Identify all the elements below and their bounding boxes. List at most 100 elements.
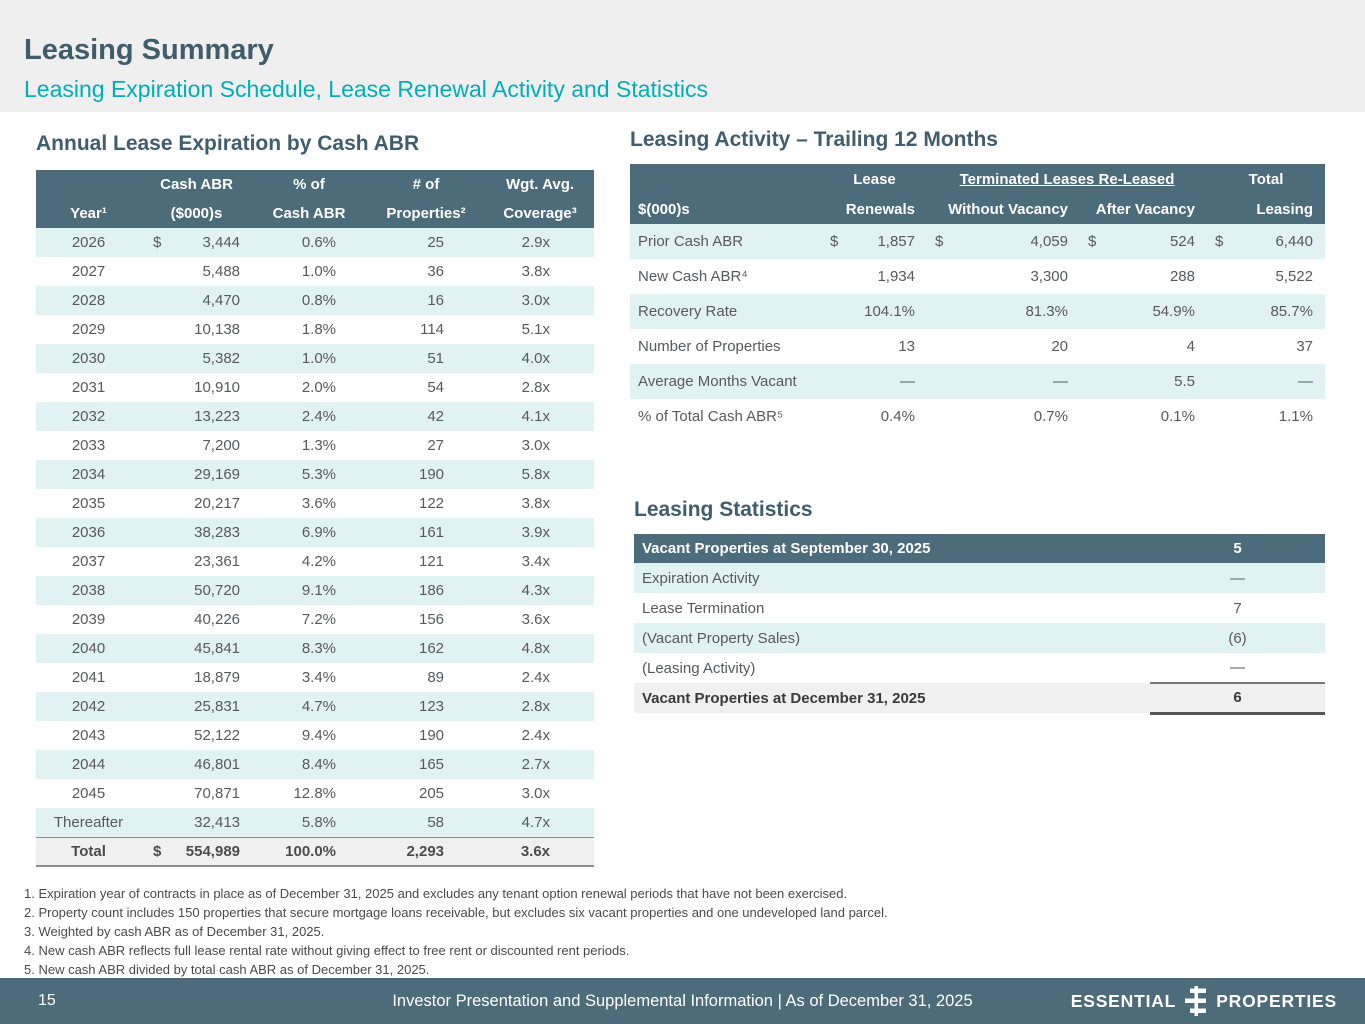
cash-abr-cell: 10,138: [194, 321, 241, 338]
pct-cash-abr-cell: 0.8%: [301, 292, 337, 309]
after-vacancy-cell: 0.1%: [1080, 399, 1207, 434]
year-cell: 2045: [71, 785, 106, 802]
activity-table-row: Average Months Vacant — — 5.5 —: [630, 364, 1325, 399]
header-cell: $(000)s: [630, 194, 822, 224]
value: 81.3%: [1025, 303, 1068, 320]
coverage-cell: 3.8x: [521, 263, 551, 280]
header-cell: % of: [252, 170, 367, 199]
header-cell: Without Vacancy: [927, 194, 1080, 224]
footer-caption: Investor Presentation and Supplemental I…: [392, 991, 973, 1010]
activity-row-label: Number of Properties: [638, 338, 781, 355]
coverage-cell: 4.7x: [521, 813, 551, 831]
pct-cash-abr-cell: 4.2%: [301, 553, 337, 570]
header-cell: Properties²: [366, 199, 487, 228]
value: 3,300: [1030, 268, 1068, 285]
expiration-table-row: 2036 38,283 6.9% 161 3.9x: [36, 518, 595, 547]
properties-count-cell: 54: [427, 379, 445, 396]
pct-cash-abr-cell: 6.9%: [301, 524, 337, 541]
activity-table-row: Recovery Rate 104.1% 81.3% 54.9% 85.7%: [630, 294, 1325, 329]
pct-cash-abr-cell: 9.1%: [301, 582, 337, 599]
coverage-cell: 2.9x: [521, 234, 551, 251]
pct-cash-abr-cell: 0.6%: [301, 234, 337, 251]
properties-count-cell: 36: [427, 263, 445, 280]
properties-count-cell: 89: [427, 669, 445, 686]
after-vacancy-cell: 54.9%: [1080, 294, 1207, 329]
total-leasing-cell: 1.1%: [1207, 399, 1325, 434]
dollar-sign-cell: [141, 402, 175, 431]
cash-abr-cell: 7,200: [202, 437, 241, 454]
value: 85.7%: [1270, 303, 1313, 320]
statistics-row-label: Expiration Activity: [642, 569, 760, 587]
expiration-section-title: Annual Lease Expiration by Cash ABR: [36, 132, 420, 155]
properties-count-cell: 162: [418, 640, 445, 657]
dollar-sign: $: [1088, 233, 1097, 250]
value: 54.9%: [1152, 303, 1195, 320]
dollar-sign: $: [935, 233, 944, 250]
footnotes: 1. Expiration year of contracts in place…: [24, 884, 888, 979]
essential-properties-logo-icon: [1185, 986, 1207, 1016]
properties-count-cell: 51: [427, 350, 445, 367]
year-cell: 2044: [71, 756, 106, 773]
activity-table-row: Prior Cash ABR $1,857 $4,059 $524 $6,440: [630, 224, 1325, 259]
year-cell: 2042: [71, 698, 106, 715]
cash-abr-cell: 5,382: [202, 350, 241, 367]
statistics-table-total-row: Vacant Properties at December 31, 2025 6: [634, 682, 1325, 715]
coverage-cell: 4.3x: [521, 582, 551, 599]
header-cell: Vacant Properties at September 30, 2025: [634, 534, 1150, 563]
value: 37: [1296, 338, 1313, 355]
dollar-sign-cell: [141, 315, 175, 344]
without-vacancy-cell: 20: [927, 329, 1080, 364]
dollar-sign-cell: [141, 489, 175, 518]
header-cell: Year¹: [36, 199, 141, 228]
dollar-sign-cell: [141, 547, 175, 576]
header-cell: Lease: [822, 164, 927, 194]
value: 1,857: [877, 233, 915, 250]
header-cell: # of: [366, 170, 487, 199]
activity-table-row: % of Total Cash ABR⁵ 0.4% 0.7% 0.1% 1.1%: [630, 399, 1325, 434]
properties-count-cell: 156: [418, 611, 445, 628]
expiration-table-row: 2040 45,841 8.3% 162 4.8x: [36, 634, 595, 663]
cash-abr-cell: 70,871: [194, 785, 241, 802]
activity-section-title: Leasing Activity – Trailing 12 Months: [630, 128, 998, 151]
without-vacancy-cell: $4,059: [927, 224, 1080, 259]
cash-abr-cell: 3,444: [202, 234, 241, 251]
terminated-span-label: Terminated Leases Re-Leased: [959, 170, 1175, 188]
dollar-sign-cell: [141, 692, 175, 721]
total-dollar-sign: $: [141, 836, 175, 867]
expiration-table-row: 2038 50,720 9.1% 186 4.3x: [36, 576, 595, 605]
stats-total-value: 6: [1150, 682, 1325, 715]
total-leasing-cell: $6,440: [1207, 224, 1325, 259]
cash-abr-cell: 13,223: [194, 408, 241, 425]
header-cell: Renewals: [822, 194, 927, 224]
coverage-cell: 2.8x: [521, 379, 551, 396]
properties-count-cell: 114: [420, 321, 445, 338]
expiration-table-row: 2034 29,169 5.3% 190 5.8x: [36, 460, 595, 489]
logo-text-properties: PROPERTIES: [1216, 990, 1337, 1011]
dollar-sign-cell: [141, 663, 175, 692]
value: 5,522: [1275, 268, 1313, 285]
dollar-sign-cell: [141, 808, 175, 837]
cash-abr-cell: 18,879: [194, 669, 241, 686]
coverage-cell: 3.0x: [521, 437, 551, 454]
expiration-table-row: 2027 5,488 1.0% 36 3.8x: [36, 257, 594, 286]
statistics-section: Leasing Statistics Vacant Properties at …: [634, 498, 1325, 715]
pct-cash-abr-cell: 3.6%: [301, 495, 337, 512]
activity-row-label: New Cash ABR⁴: [638, 268, 748, 285]
dollar-sign: $: [830, 233, 839, 250]
year-cell: 2037: [71, 553, 106, 570]
expiration-table-row: 2031 10,910 2.0% 54 2.8x: [36, 373, 594, 402]
coverage-cell: 2.4x: [521, 727, 551, 744]
lease-renewals-cell: 104.1%: [822, 294, 927, 329]
value: 0.1%: [1160, 408, 1195, 425]
activity-table-body: Prior Cash ABR $1,857 $4,059 $524 $6,440 New …: [630, 224, 1325, 434]
coverage-cell: 3.0x: [521, 785, 551, 802]
dollar-sign-cell: [141, 634, 175, 663]
year-cell: 2029: [71, 321, 106, 338]
expiration-table-row: 2026 $3,444 0.6% 25 2.9x: [36, 228, 595, 257]
value: 1,934: [877, 268, 915, 285]
properties-count-cell: 161: [418, 524, 445, 541]
footnote-line: 4. New cash ABR reflects full lease rent…: [24, 943, 630, 958]
page-number: 15: [38, 992, 56, 1009]
year-cell: 2034: [71, 466, 106, 483]
